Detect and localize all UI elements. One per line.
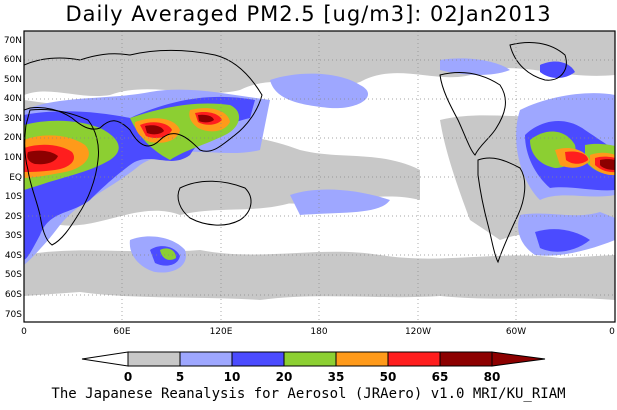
lon-label: 0 <box>609 327 615 337</box>
level-80-plus-areas <box>27 114 615 170</box>
colorbar-label: 20 <box>276 370 293 384</box>
lat-label: 10S <box>5 192 22 202</box>
lat-label: 20N <box>4 133 22 143</box>
lat-label: 30N <box>4 114 22 124</box>
lat-label: 70N <box>4 36 22 46</box>
colorbar-label: 35 <box>328 370 345 384</box>
colorbar-label: 50 <box>380 370 397 384</box>
colorbar-bin <box>283 351 337 367</box>
lon-label: 0 <box>21 327 27 337</box>
colorbar-bin <box>335 351 389 367</box>
lat-label: 40S <box>5 251 22 261</box>
colorbar-arrow-low <box>81 351 129 367</box>
lat-label: 20S <box>5 212 22 222</box>
colorbar-arrow-high <box>491 351 546 367</box>
colorbar-label: 10 <box>224 370 241 384</box>
lat-label: 70S <box>5 310 22 320</box>
lon-label: 180 <box>310 327 327 337</box>
map-title: Daily Averaged PM2.5 [ug/m3]: 02Jan2013 <box>65 2 552 26</box>
colorbar: 0 5 10 20 35 50 65 80 <box>81 351 546 384</box>
lat-label: 10N <box>4 153 22 163</box>
lat-label: 50N <box>4 75 22 85</box>
colorbar-label: 0 <box>124 370 132 384</box>
map-frame <box>23 30 616 323</box>
colorbar-bin <box>231 351 285 367</box>
colorbar-label: 5 <box>176 370 184 384</box>
credit-footer: The Japanese Reanalysis for Aerosol (JRA… <box>51 386 566 402</box>
longitude-labels: 0 60E 120E 180 120W 60W 0 <box>21 327 615 337</box>
lat-label: 50S <box>5 270 22 280</box>
lat-label: 60N <box>4 55 22 65</box>
colorbar-label: 65 <box>432 370 449 384</box>
lon-label: 120W <box>405 327 431 337</box>
pm25-field <box>24 31 615 322</box>
lat-label: 40N <box>4 94 22 104</box>
lon-label: 60E <box>113 327 130 337</box>
coastlines <box>24 42 567 264</box>
lat-label: EQ <box>9 173 22 183</box>
lat-label: 30S <box>5 231 22 241</box>
lat-label: 60S <box>5 290 22 300</box>
colorbar-bin <box>127 351 181 367</box>
latitude-labels: 70N 60N 50N 40N 30N 20N 10N EQ 10S 20S 3… <box>4 36 22 320</box>
graticule <box>24 31 615 322</box>
lon-label: 60W <box>506 327 526 337</box>
colorbar-label: 80 <box>484 370 501 384</box>
colorbar-bin <box>179 351 233 367</box>
colorbar-bin <box>387 351 441 367</box>
colorbar-bin <box>439 351 493 367</box>
lon-label: 120E <box>210 327 233 337</box>
